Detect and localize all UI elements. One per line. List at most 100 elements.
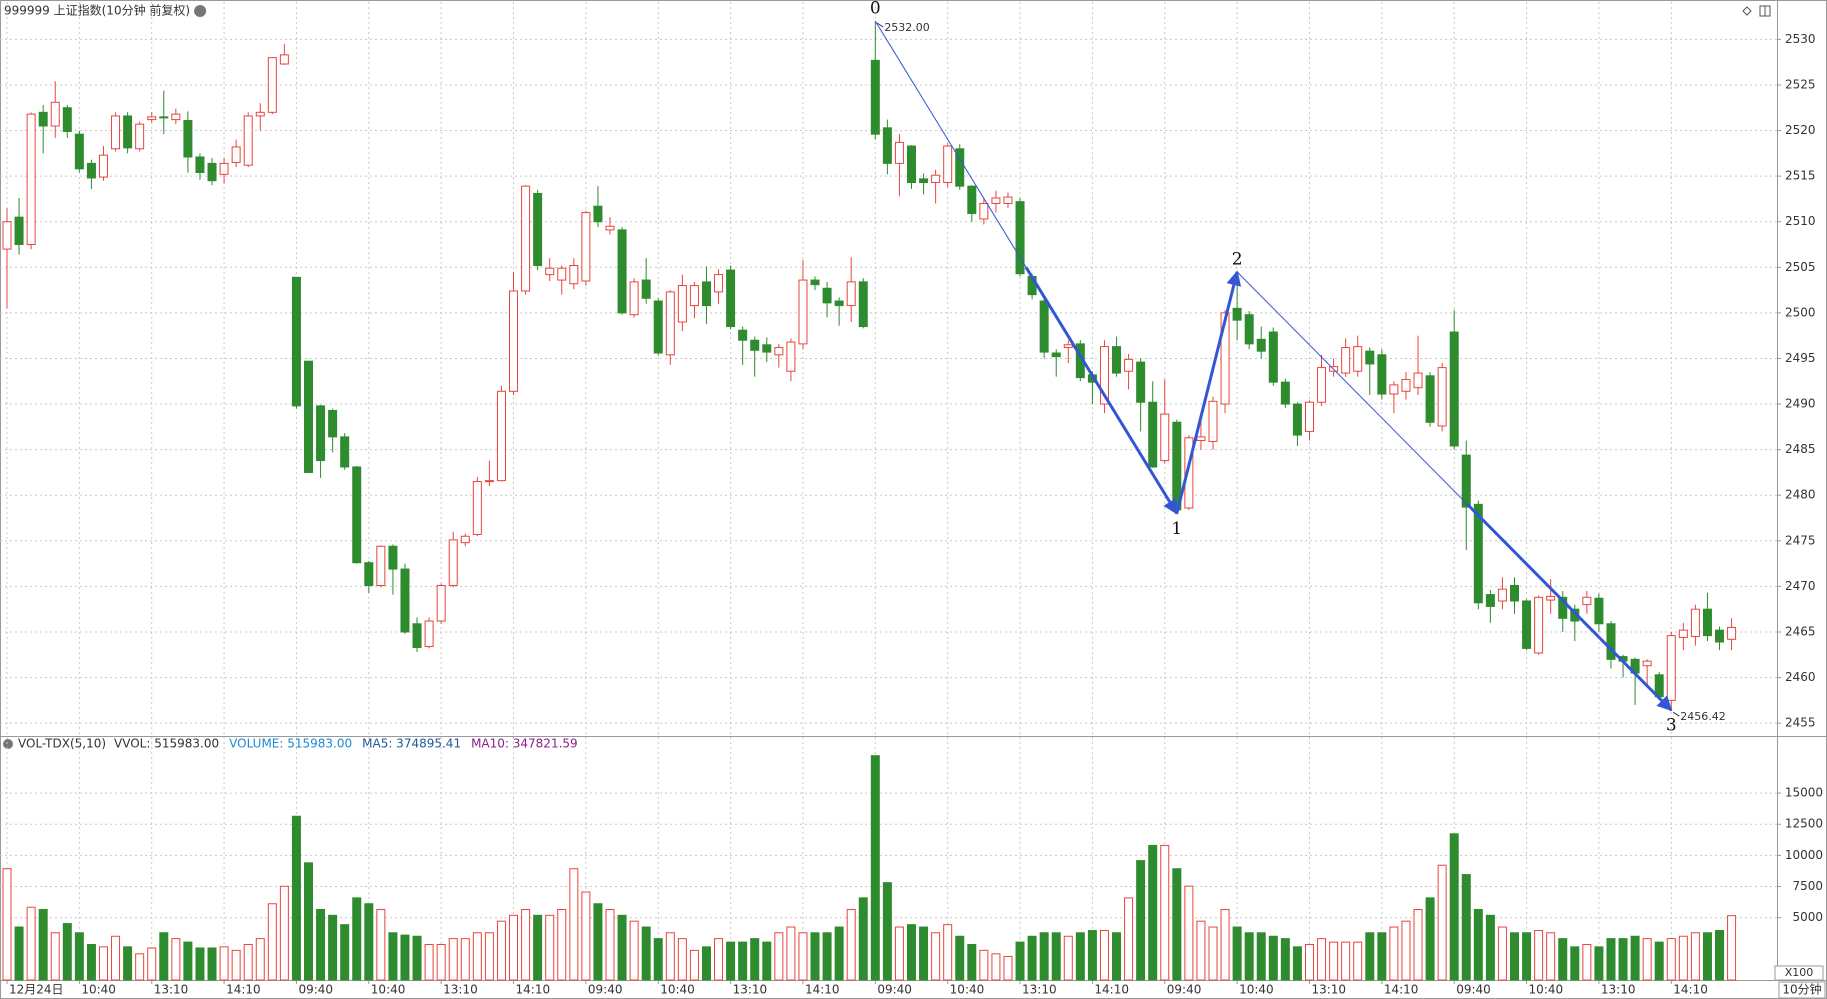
volume-bar [316,908,326,981]
candle-body [1642,660,1652,667]
candle-body [1678,629,1688,638]
volume-bar [111,935,121,981]
volume-bar [858,897,868,981]
volume-bar [1124,897,1134,981]
candle-body [219,162,229,175]
volume-bar [870,755,880,981]
x-tick-label: 09:40 [1167,983,1202,997]
volume-bar [1220,908,1230,981]
y-tick-label: 2455 [1785,716,1816,730]
x-tick-label: 09:40 [877,983,912,997]
candle-body [1582,596,1592,606]
candle-body [1365,350,1375,365]
candle-body [195,156,205,173]
y-tick-label: 2530 [1785,32,1816,46]
volume-bar [279,885,289,981]
volume-bar [38,908,48,981]
candle-body [14,216,24,246]
candle-body [1148,401,1158,468]
candle-body [907,145,916,184]
y-tick-label: 2475 [1785,533,1816,547]
candle-body [231,146,241,163]
candle-body [677,285,687,323]
volume-bar [967,943,977,981]
volume-bar [689,949,699,981]
x-tick-label: 10:40 [660,983,695,997]
candle-body [1437,367,1447,427]
candle-body [1497,588,1507,602]
y-tick-label: 5000 [1792,910,1823,924]
candle-body [1522,600,1532,649]
volume-bar [1172,868,1182,981]
candle-body [979,202,989,220]
candle-body [62,107,72,132]
toolbar-icon[interactable] [1742,6,1752,16]
candle-body [86,162,96,179]
candle-body [1702,608,1712,637]
candle-body [1003,196,1013,204]
candle-body [689,285,699,307]
candle-body [870,59,880,135]
volume-bar [533,914,543,981]
y-tick-label: 7500 [1792,879,1823,893]
candle-body [412,623,422,648]
period-box[interactable] [1778,981,1826,999]
candle-body [521,185,531,292]
x-tick-label: 13:10 [1601,983,1636,997]
candle-body [400,568,410,633]
volume-bar [1642,938,1652,981]
candle-body [1099,346,1109,405]
candle-body [509,290,519,392]
candle-body [919,178,929,184]
candle-body [159,116,169,119]
candle-body [352,466,362,564]
candle-body [569,264,579,285]
volume-bar [1678,935,1688,981]
y-tick-label: 2480 [1785,488,1816,502]
volume-bar [1558,938,1568,981]
candle-body [701,281,711,307]
candle-body [714,274,724,293]
candle-body [1473,503,1483,604]
volume-bar [750,938,760,981]
volume-bar [822,932,832,981]
volume-bar [328,914,338,981]
volume-bar [14,926,24,981]
candle-body [1594,597,1604,625]
volume-bar [436,943,446,981]
candle-body [472,481,482,535]
x-tick-label: 10:40 [371,983,406,997]
x-tick-label: 14:10 [516,983,551,997]
x-tick-label: 14:10 [1384,983,1419,997]
candle-body [762,344,772,353]
candle-body [1401,378,1411,392]
y-tick-label: 2465 [1785,624,1816,638]
y-tick-label: 15000 [1785,786,1823,800]
volume-bar [1715,930,1725,981]
dropdown-icon[interactable] [194,5,207,17]
volume-bar [1401,920,1411,981]
volume-bar [581,891,591,981]
candle-body [858,281,868,328]
candle-body [1461,454,1471,508]
volume-bar [460,938,470,981]
period-label[interactable]: 10分钟 [1782,982,1821,997]
volume-bar [86,943,96,981]
candle-body [1220,312,1230,405]
volume-bar [364,903,374,981]
candle-body [1425,375,1435,423]
volume-bar [1666,938,1676,981]
x-tick-label: 10:40 [1529,983,1564,997]
indicator-icon[interactable] [3,739,13,749]
volume-bar [882,882,892,981]
candle-body [1112,346,1122,374]
y-tick-label: 2490 [1785,397,1816,411]
volume-bar [1051,932,1061,981]
candle-body [894,141,904,164]
volume-bar [774,932,784,981]
volume-bar [605,908,615,981]
y-tick-label: 2520 [1785,123,1816,137]
x-tick-label: 09:40 [588,983,623,997]
x-tick-label: 13:10 [733,983,768,997]
volume-bar [1280,938,1290,981]
